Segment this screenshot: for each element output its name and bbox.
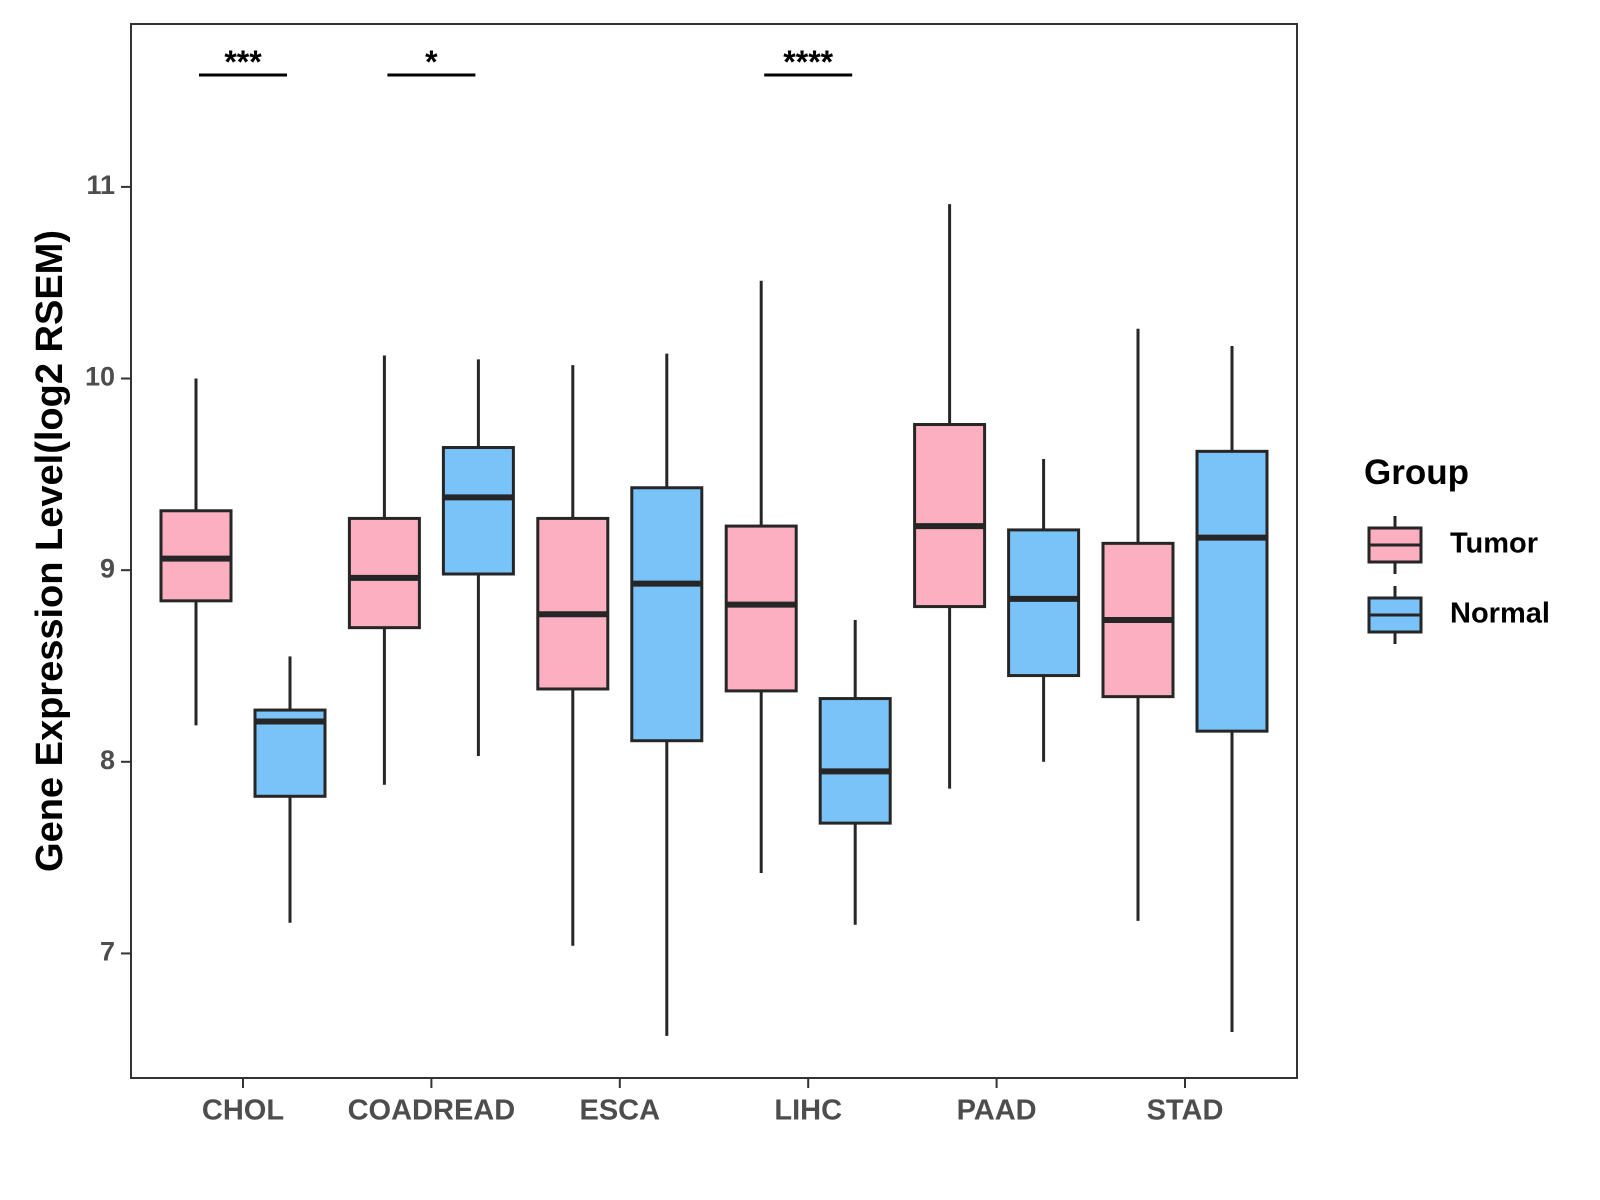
y-tick-label-10: 10 [85,362,115,392]
significance-label-chol: *** [224,44,262,80]
y-tick-label-9: 9 [100,553,115,583]
box-iqr [913,423,987,609]
legend-label-tumor: Tumor [1450,528,1538,560]
significance-label-lihc: **** [783,44,833,80]
box-iqr [1195,449,1269,733]
box-normal-esca [630,353,704,1036]
box-tumor-chol [159,378,233,726]
y-axis-label: Gene Expression Level(log2 RSEM) [29,230,71,872]
y-tick-label-8: 8 [100,745,115,775]
legend-key-normal [1367,586,1423,644]
x-tick-label-lihc: LIHC [774,1095,842,1127]
box-normal-coadread [441,359,515,757]
y-tick-label-7: 7 [100,937,115,967]
box-tumor-esca [536,365,610,946]
box-iqr [347,516,421,630]
x-tick-label-coadread: COADREAD [348,1095,516,1127]
box-normal-stad [1195,345,1269,1033]
x-tick-label-stad: STAD [1147,1095,1224,1127]
significance-label-coadread: * [425,44,438,80]
box-normal-chol [253,656,327,923]
box-normal-paad [1007,459,1081,762]
box-tumor-paad [913,204,987,789]
box-tumor-lihc [724,280,798,873]
legend-label-normal: Normal [1450,598,1550,630]
x-tick-label-esca: ESCA [580,1095,661,1127]
box-tumor-coadread [347,355,421,785]
box-iqr [536,516,610,691]
x-tick-label-paad: PAAD [957,1095,1037,1127]
box-iqr [818,697,892,825]
legend: Group Tumor Normal [1364,453,1550,644]
box-iqr [1007,528,1081,678]
box-iqr [724,524,798,693]
y-tick-label-11: 11 [86,170,115,200]
box-iqr [630,486,704,743]
legend-title: Group [1364,453,1469,492]
x-tick-label-chol: CHOL [202,1095,284,1127]
box-normal-lihc [818,619,892,925]
box-tumor-stad [1101,328,1175,921]
legend-key-tumor [1367,516,1423,574]
box-iqr [441,446,515,576]
